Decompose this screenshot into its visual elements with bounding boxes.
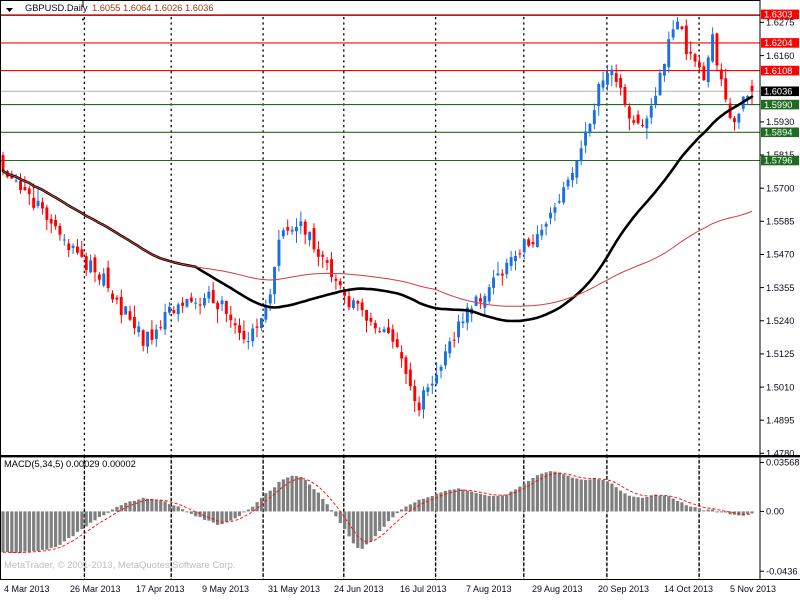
svg-text:24 Jun 2013: 24 Jun 2013 bbox=[334, 584, 384, 594]
svg-text:31 May 2013: 31 May 2013 bbox=[268, 584, 320, 594]
svg-text:0.03568: 0.03568 bbox=[766, 458, 800, 468]
svg-text:4 Mar 2013: 4 Mar 2013 bbox=[4, 584, 50, 594]
svg-text:1.5010: 1.5010 bbox=[766, 382, 794, 392]
svg-text:1.5894: 1.5894 bbox=[764, 128, 792, 138]
svg-text:1.5700: 1.5700 bbox=[766, 183, 794, 193]
svg-text:GBPUSD.Daily: GBPUSD.Daily bbox=[25, 3, 88, 13]
svg-text:7 Aug 2013: 7 Aug 2013 bbox=[466, 584, 512, 594]
svg-text:20 Sep 2013: 20 Sep 2013 bbox=[598, 584, 649, 594]
svg-text:1.6055 1.6064 1.6026 1.6036: 1.6055 1.6064 1.6026 1.6036 bbox=[92, 3, 214, 13]
svg-text:MACD(5,34,5) 0.00029 0.00002: MACD(5,34,5) 0.00029 0.00002 bbox=[4, 459, 136, 469]
svg-text:1.6275: 1.6275 bbox=[766, 18, 794, 28]
svg-text:1.4895: 1.4895 bbox=[766, 415, 794, 425]
svg-text:1.6036: 1.6036 bbox=[764, 87, 792, 97]
svg-text:MetaTrader, © 2001-2013, MetaQ: MetaTrader, © 2001-2013, MetaQuotes Soft… bbox=[4, 560, 236, 571]
svg-text:1.5355: 1.5355 bbox=[766, 283, 794, 293]
svg-text:1.6108: 1.6108 bbox=[764, 66, 792, 76]
svg-text:14 Oct 2013: 14 Oct 2013 bbox=[664, 584, 713, 594]
svg-text:1.5585: 1.5585 bbox=[766, 217, 794, 227]
svg-text:-0.0436: -0.0436 bbox=[766, 567, 798, 577]
svg-text:1.5470: 1.5470 bbox=[766, 250, 794, 260]
svg-text:1.5240: 1.5240 bbox=[766, 316, 794, 326]
svg-text:29 Aug 2013: 29 Aug 2013 bbox=[532, 584, 583, 594]
svg-text:26 Mar 2013: 26 Mar 2013 bbox=[70, 584, 121, 594]
svg-text:1.5125: 1.5125 bbox=[766, 349, 794, 359]
svg-text:9 May 2013: 9 May 2013 bbox=[202, 584, 249, 594]
svg-text:5 Nov 2013: 5 Nov 2013 bbox=[730, 584, 776, 594]
svg-text:1.6204: 1.6204 bbox=[764, 38, 792, 48]
svg-text:0.00: 0.00 bbox=[766, 507, 784, 517]
svg-text:1.6160: 1.6160 bbox=[766, 51, 794, 61]
svg-text:16 Jul 2013: 16 Jul 2013 bbox=[400, 584, 447, 594]
svg-text:1.5990: 1.5990 bbox=[764, 100, 792, 110]
svg-text:1.5930: 1.5930 bbox=[766, 117, 794, 127]
svg-text:1.5796: 1.5796 bbox=[764, 156, 792, 166]
svg-text:17 Apr 2013: 17 Apr 2013 bbox=[136, 584, 185, 594]
